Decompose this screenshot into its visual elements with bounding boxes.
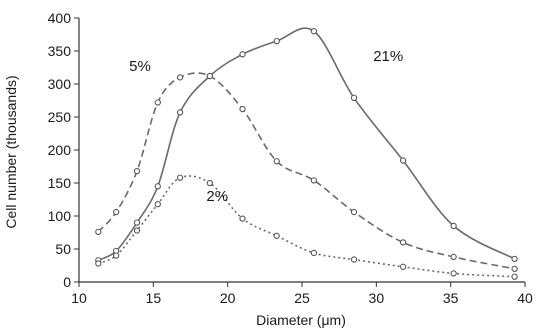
series-2pct-point — [206, 179, 213, 187]
x-tick-label: 15 — [146, 290, 162, 306]
y-tick-label: 300 — [48, 76, 72, 92]
y-tick-label: 400 — [48, 10, 72, 26]
y-axis-title: Cell number (thousands) — [3, 75, 19, 228]
series-2pct-point — [154, 200, 161, 208]
series-5pct-point — [273, 158, 280, 165]
y-tick-label: 100 — [48, 208, 72, 224]
x-tick-label: 40 — [517, 290, 533, 306]
series-21pct-point — [399, 157, 407, 164]
series-5pct-point — [310, 177, 318, 184]
series-2pct-point — [239, 215, 246, 222]
series-2pct-point — [450, 270, 457, 277]
x-tick-label: 30 — [369, 290, 385, 306]
annotation-layer: 21% 5% 2% — [129, 48, 403, 205]
series-label-21pct: 21% — [373, 48, 403, 65]
x-tick-label: 35 — [443, 290, 459, 306]
series-21pct-point — [176, 109, 184, 116]
series-5pct-point — [399, 239, 407, 246]
series-5pct-point — [239, 105, 246, 113]
series-5pct-point — [350, 208, 358, 216]
series-21pct-point — [133, 219, 141, 226]
y-tick-label: 50 — [55, 241, 71, 257]
series-21pct-point — [450, 222, 457, 230]
series-5pct-point — [133, 167, 141, 175]
series-5pct-point — [154, 99, 161, 106]
series-5pct-point — [176, 74, 184, 81]
series-2pct-point — [113, 252, 120, 259]
series-21pct-point — [350, 94, 358, 102]
x-tick-label: 25 — [294, 290, 310, 306]
series-2pct-point — [511, 273, 518, 280]
series-21pct-point — [310, 28, 318, 35]
series-2pct-point — [176, 174, 184, 181]
x-tick-label: 20 — [220, 290, 236, 306]
series-5pct-point — [450, 253, 457, 261]
y-tick-label: 200 — [48, 142, 72, 158]
series-5pct-point — [511, 265, 518, 272]
series-2pct-point — [273, 232, 280, 239]
series-21pct-point — [154, 183, 161, 190]
series-2pct-point — [350, 256, 358, 263]
series-2pct-point — [133, 227, 141, 234]
series-label-5pct: 5% — [129, 58, 151, 75]
series-2pct-point — [95, 260, 102, 267]
y-tick-label: 350 — [48, 43, 72, 59]
series-5pct-point — [95, 228, 102, 235]
series-21pct-point — [273, 37, 280, 45]
y-tick-label: 250 — [48, 109, 72, 125]
axes: 0 50 100 150 200 250 300 350 400 10 15 20 25 30 35 40 — [48, 10, 533, 306]
y-tick-label: 0 — [63, 274, 71, 290]
marker-layer — [95, 28, 518, 280]
series-2pct-point — [310, 249, 318, 257]
series-21pct-point — [239, 51, 246, 58]
series-5pct-point — [113, 208, 120, 216]
y-tick-label: 150 — [48, 175, 72, 191]
series-layer — [97, 27, 515, 278]
series-label-2pct: 2% — [206, 188, 228, 205]
series-2pct-point — [399, 263, 407, 270]
series-5pct-point — [206, 72, 213, 80]
series-21pct-point — [511, 255, 518, 263]
x-tick-label: 10 — [71, 290, 87, 306]
x-axis-title: Diameter (μm) — [256, 312, 346, 328]
